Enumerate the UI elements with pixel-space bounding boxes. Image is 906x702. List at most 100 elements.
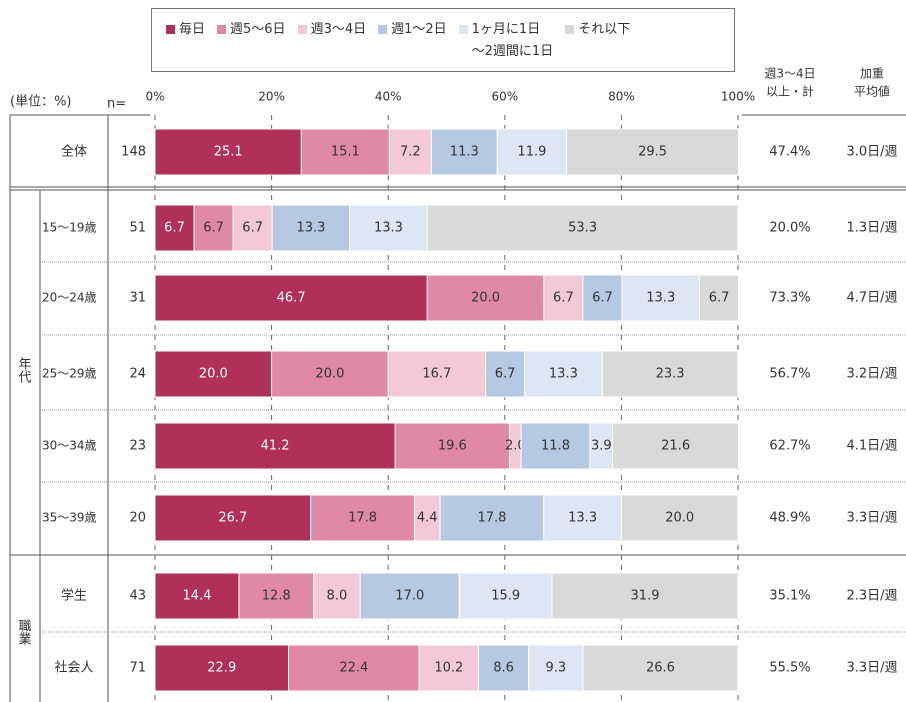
average-value: 3.3日/週 [846, 511, 897, 526]
value-label: 7.2 [400, 145, 421, 160]
legend-item: 週3〜4日 [297, 19, 367, 71]
value-label: 9.3 [545, 661, 566, 676]
value-label: 20.0 [665, 511, 694, 526]
value-label: 46.7 [277, 291, 306, 306]
group-label: 職業 [16, 619, 32, 645]
value-label: 26.6 [646, 661, 675, 676]
bar-segment [388, 128, 432, 176]
legend-label: 週3〜4日 [310, 22, 367, 37]
value-label: 25.1 [214, 145, 243, 160]
legend-swatch [297, 25, 307, 34]
bar-segment [154, 204, 195, 252]
value-label: 6.7 [164, 221, 185, 236]
value-label: 15.9 [491, 589, 520, 604]
category-label: 25〜29歳 [42, 367, 97, 381]
value-label: 13.3 [374, 221, 403, 236]
avg-header: 平均値 [854, 84, 890, 99]
value-label: 17.0 [395, 589, 424, 604]
value-label: 11.8 [541, 439, 570, 454]
legend-label: 週1〜2日 [391, 22, 447, 37]
value-label: 17.8 [348, 511, 377, 526]
x-tick-label: 100% [721, 90, 755, 104]
value-label: 31.9 [631, 589, 660, 604]
bar-segment [359, 572, 460, 620]
sum-header: 週3〜4日 [764, 67, 815, 81]
bar-segment [154, 572, 240, 620]
legend-item: それ以下 [565, 19, 630, 71]
bar-segment [232, 204, 273, 252]
value-label: 13.3 [296, 221, 325, 236]
group-label: 年代 [16, 357, 32, 384]
category-label: 社会人 [54, 660, 93, 676]
bar-segment [154, 422, 396, 470]
x-tick-label: 80% [608, 90, 635, 104]
bar-segment [524, 350, 603, 398]
category-label: 全体 [61, 144, 87, 160]
bar-segment [154, 128, 302, 176]
avg-header: 加重 [860, 67, 884, 81]
bar-segment [313, 572, 361, 620]
value-label: 20.0 [471, 291, 500, 306]
n-value: 71 [129, 661, 146, 676]
bar-segment [154, 644, 290, 692]
value-label: 6.7 [592, 291, 613, 306]
value-label: 13.3 [549, 367, 578, 382]
value-label: 6.7 [203, 221, 224, 236]
bar-segment [582, 274, 623, 322]
bar-segment [271, 204, 351, 252]
value-label: 6.7 [709, 291, 730, 306]
category-label: 35〜39歳 [42, 511, 97, 525]
bar-segment [582, 644, 739, 692]
bar-segment [271, 350, 389, 398]
value-label: 22.9 [207, 661, 236, 676]
legend-item: 毎日 [166, 19, 205, 71]
bar-segment [543, 274, 584, 322]
value-label: 26.7 [218, 511, 247, 526]
legend-item: 週5〜6日 [217, 19, 286, 71]
legend-label: 1ヶ月に1日 〜2週間に1日 [471, 22, 554, 59]
total-value: 20.0% [769, 221, 810, 236]
x-tick-label: 0% [145, 90, 164, 104]
legend-label: それ以下 [578, 22, 631, 37]
value-label: 12.8 [262, 589, 291, 604]
value-label: 10.2 [434, 661, 463, 676]
value-label: 22.4 [339, 661, 368, 676]
average-value: 3.2日/週 [846, 367, 897, 382]
value-label: 20.0 [315, 367, 344, 382]
average-value: 4.1日/週 [846, 439, 897, 454]
value-label: 16.7 [422, 367, 451, 382]
value-label: 6.7 [242, 221, 263, 236]
value-label: 23.3 [656, 367, 685, 382]
bar-segment [387, 350, 487, 398]
x-tick-label: 20% [258, 90, 285, 104]
bar-segment [430, 128, 498, 176]
value-label: 13.3 [646, 291, 675, 306]
bar-segment [154, 494, 312, 542]
legend-label: 毎日 [179, 22, 206, 37]
n-value: 24 [129, 367, 146, 382]
total-value: 48.9% [769, 511, 810, 526]
value-label: 15.1 [331, 145, 360, 160]
value-label: 6.7 [495, 367, 516, 382]
legend-swatch [217, 25, 227, 34]
bar-segment [551, 572, 739, 620]
category-label: 20〜24歳 [42, 291, 97, 305]
value-label: 14.4 [182, 589, 211, 604]
bar-segment [621, 274, 701, 322]
bar-segment [612, 422, 740, 470]
category-label: 学生 [61, 588, 87, 604]
bar-segment [528, 644, 584, 692]
bar-segment [543, 494, 622, 542]
value-label: 8.0 [327, 589, 348, 604]
legend-swatch [166, 25, 175, 34]
legend: 毎日 週5〜6日 週3〜4日 週1〜2日 1ヶ月に1日 〜2週間に1日 それ以下 [151, 8, 735, 72]
value-label: 4.4 [417, 511, 438, 526]
value-label: 41.2 [261, 439, 290, 454]
n-value: 43 [129, 589, 146, 604]
value-label: 53.3 [568, 221, 597, 236]
bar-segment [520, 422, 591, 470]
value-label: 2.0 [505, 439, 526, 454]
value-label: 17.8 [477, 511, 506, 526]
bar-segment [699, 274, 740, 322]
